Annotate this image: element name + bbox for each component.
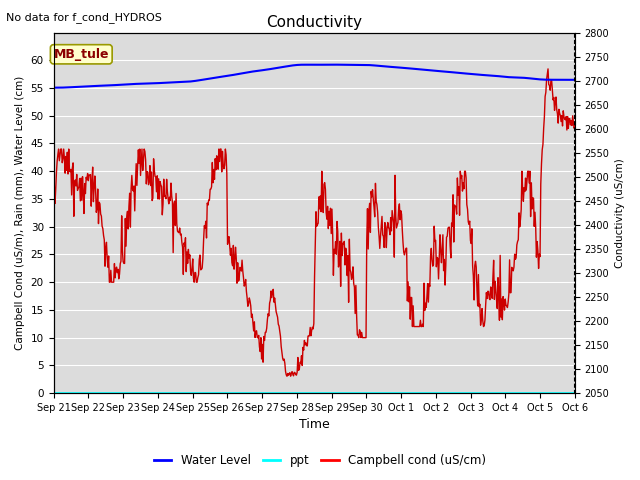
X-axis label: Time: Time [299, 419, 330, 432]
Y-axis label: Conductivity (uS/cm): Conductivity (uS/cm) [615, 158, 625, 268]
Y-axis label: Campbell Cond (uS/m), Rain (mm), Water Level (cm): Campbell Cond (uS/m), Rain (mm), Water L… [15, 76, 25, 350]
Legend: Water Level, ppt, Campbell cond (uS/cm): Water Level, ppt, Campbell cond (uS/cm) [149, 449, 491, 472]
Text: No data for f_cond_HYDROS: No data for f_cond_HYDROS [6, 12, 163, 23]
Title: Conductivity: Conductivity [266, 15, 362, 30]
Text: MB_tule: MB_tule [54, 48, 109, 61]
